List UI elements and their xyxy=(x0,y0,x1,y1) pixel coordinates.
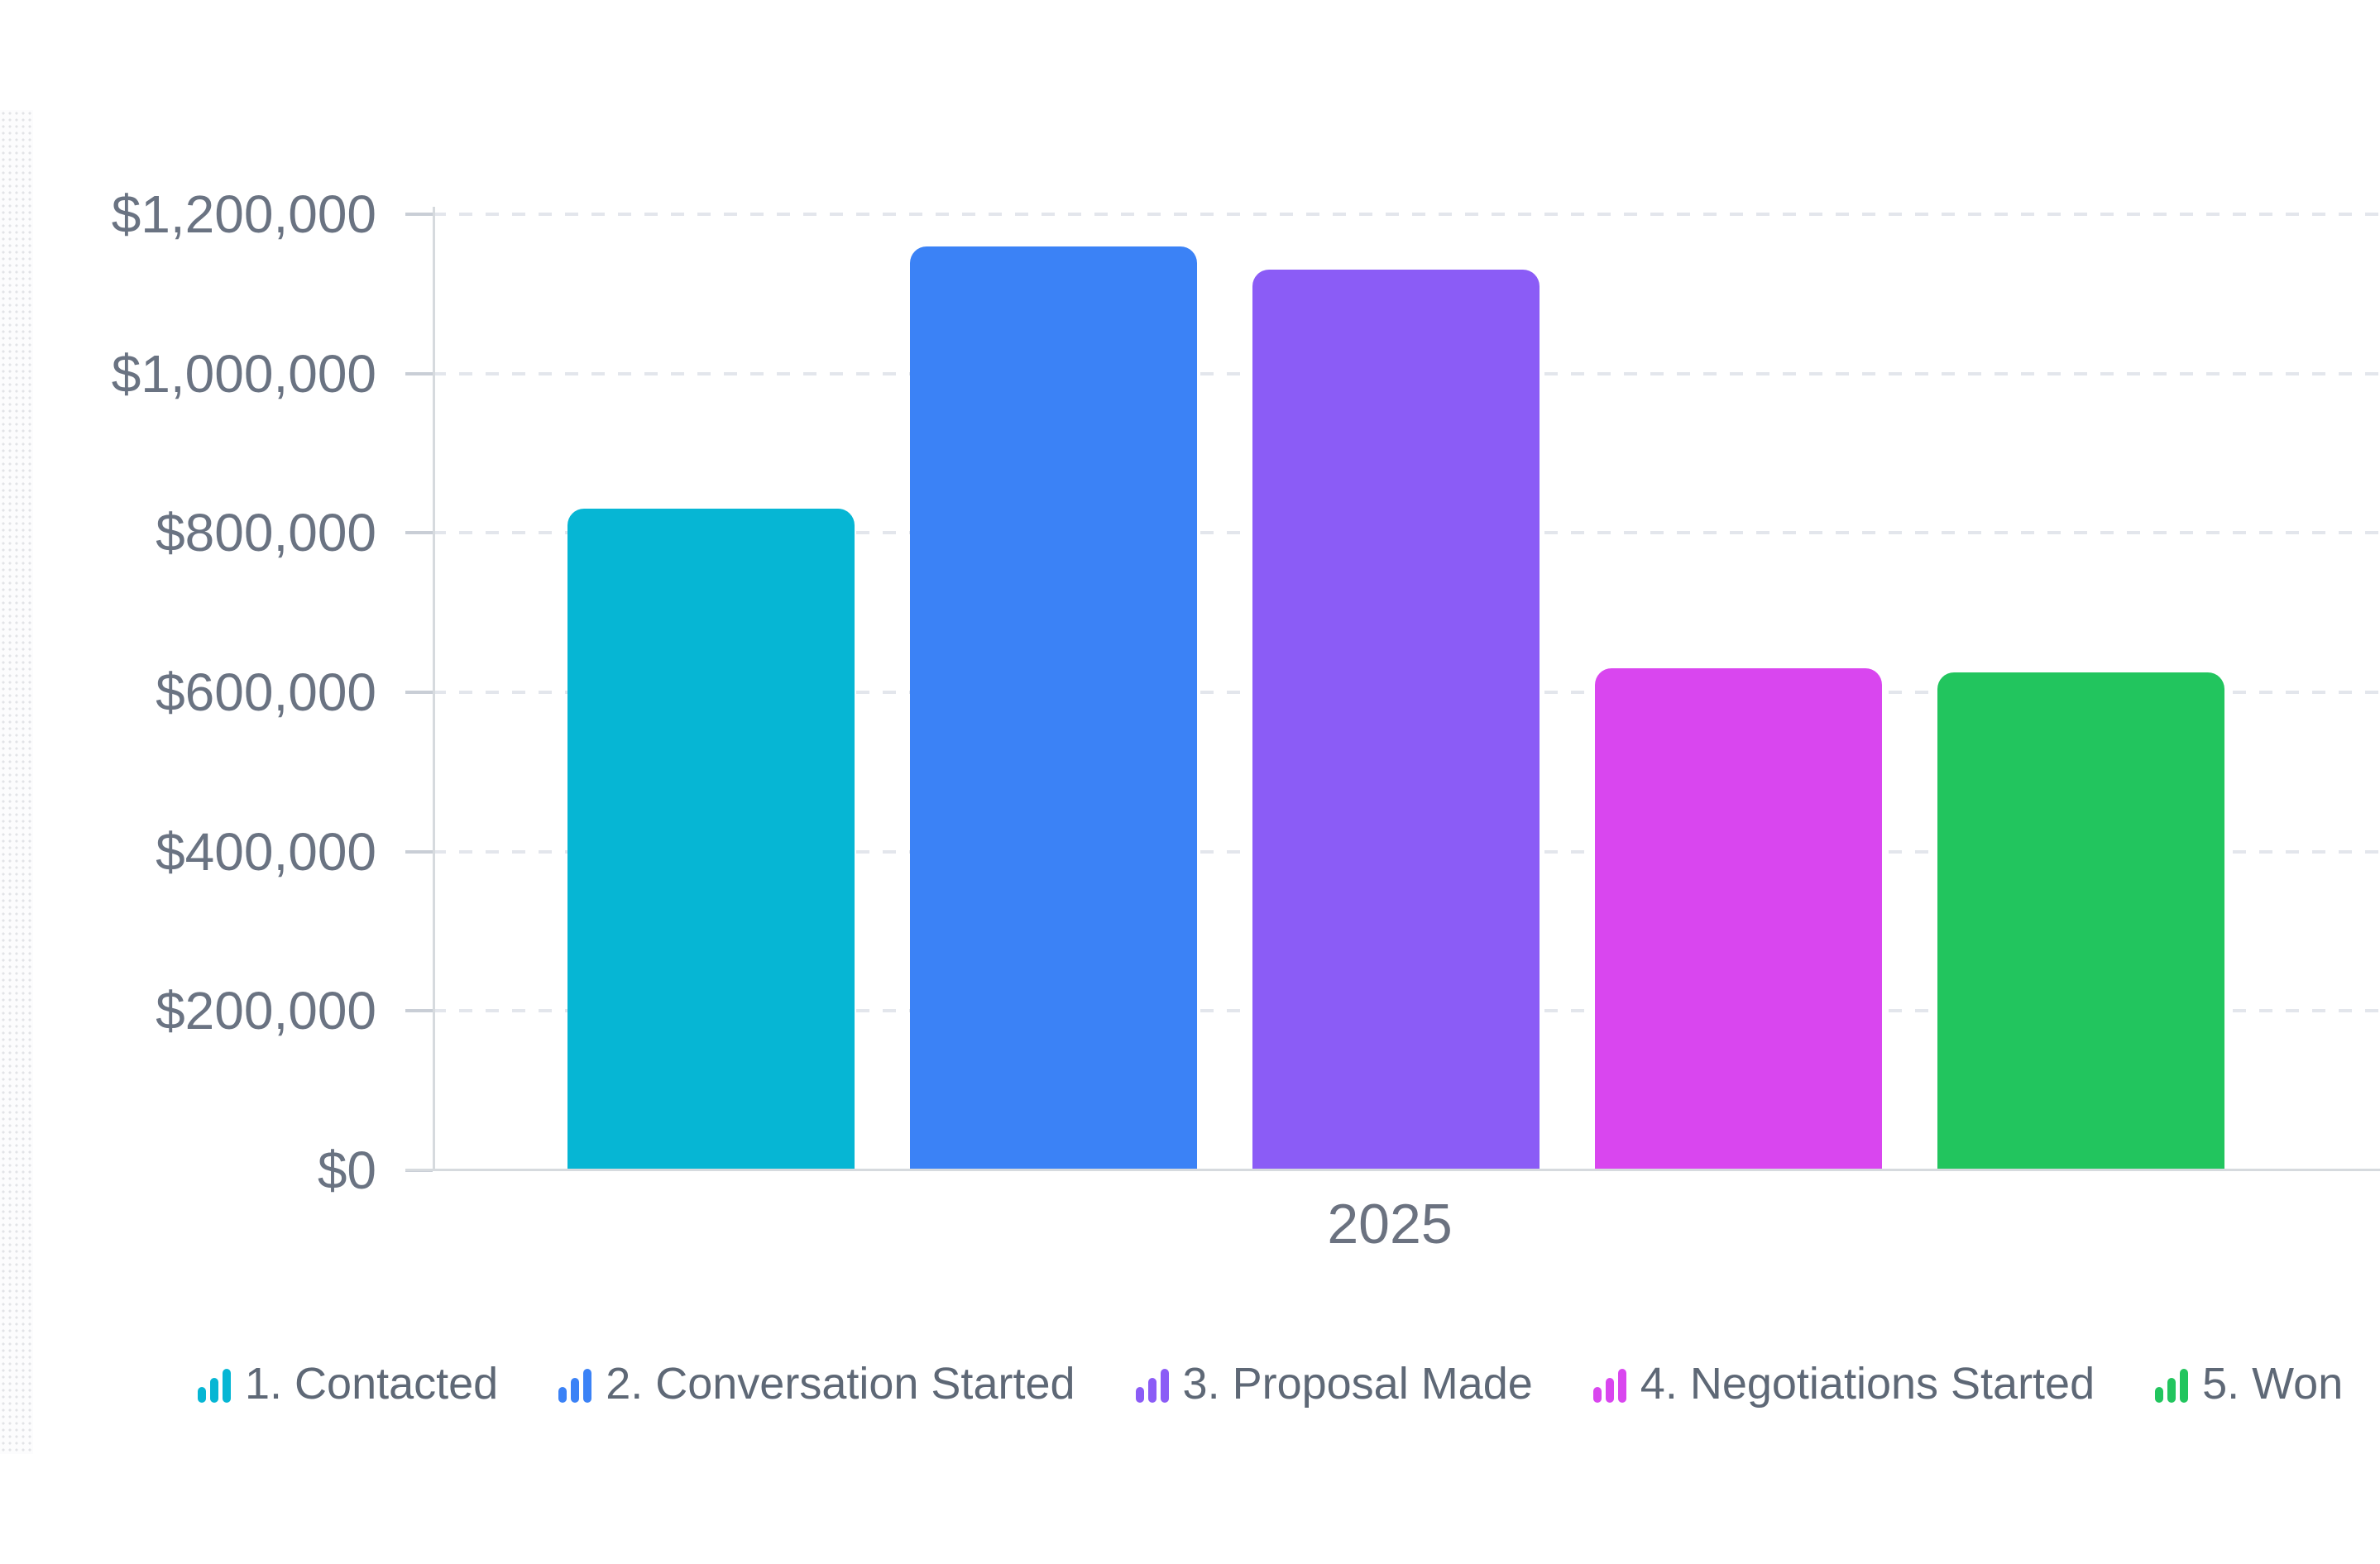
legend-label: 1. Contacted xyxy=(245,1359,499,1409)
legend-item-proposal-made[interactable]: 3. Proposal Made xyxy=(1135,1361,1533,1406)
bar-conversation-started[interactable] xyxy=(910,246,1197,1169)
y-axis-line xyxy=(433,207,435,1170)
y-tick-label: $800,000 xyxy=(156,503,376,563)
y-axis-tick xyxy=(405,691,433,694)
y-tick-label: $0 xyxy=(317,1141,376,1200)
y-tick-label: $1,200,000 xyxy=(111,184,376,244)
bar-won[interactable] xyxy=(1937,672,2224,1169)
y-tick-label: $1,000,000 xyxy=(111,343,376,404)
legend-item-won[interactable]: 5. Won xyxy=(2154,1361,2343,1406)
bar-proposal-made[interactable] xyxy=(1252,270,1540,1169)
ascending-bars-icon xyxy=(1592,1369,1626,1403)
bar-negotiations-started[interactable] xyxy=(1595,668,1882,1169)
y-axis-tick xyxy=(405,531,433,535)
y-axis-tick xyxy=(405,371,433,375)
legend-label: 3. Proposal Made xyxy=(1182,1359,1533,1409)
x-axis-baseline xyxy=(405,1169,2380,1171)
legend-item-conversation-started[interactable]: 2. Conversation Started xyxy=(558,1361,1075,1406)
chart-legend: 1. Contacted 2. Conversation Started 3. Pr… xyxy=(197,1361,2343,1407)
y-axis-tick xyxy=(405,1009,433,1013)
ascending-bars-icon xyxy=(2155,1369,2189,1403)
legend-label: 4. Negotiations Started xyxy=(1640,1359,2095,1409)
y-axis-tick xyxy=(405,849,433,854)
bar-contacted[interactable] xyxy=(567,509,855,1169)
legend-item-contacted[interactable]: 1. Contacted xyxy=(197,1361,498,1406)
y-tick-label: $200,000 xyxy=(156,981,376,1041)
gridline xyxy=(433,213,2380,216)
legend-label: 2. Conversation Started xyxy=(606,1359,1075,1409)
x-axis-label: 2025 xyxy=(1327,1193,1453,1256)
ascending-bars-icon xyxy=(198,1369,231,1403)
ascending-bars-icon xyxy=(1135,1369,1169,1403)
canvas-dot-pattern xyxy=(0,110,33,1454)
legend-item-negotiations-started[interactable]: 4. Negotiations Started xyxy=(1592,1361,2095,1406)
y-tick-label: $400,000 xyxy=(156,821,376,882)
ascending-bars-icon xyxy=(558,1369,592,1403)
y-tick-label: $600,000 xyxy=(156,662,376,722)
y-axis-tick xyxy=(405,213,433,216)
legend-label: 5. Won xyxy=(2202,1359,2344,1409)
